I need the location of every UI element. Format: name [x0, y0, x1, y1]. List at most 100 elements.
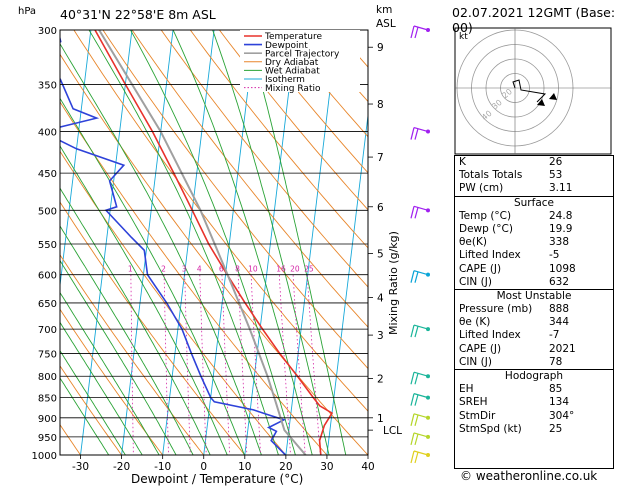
pressure-tick-label: 850 — [38, 394, 57, 405]
wind-barb-flag — [410, 413, 415, 426]
legend-label: Dry Adiabat — [265, 58, 319, 68]
index-label: Lifted Index — [459, 249, 521, 262]
index-row: θe(K) 338 — [455, 236, 613, 249]
mixing-ratio-label: 8 — [235, 265, 240, 274]
mixing-ratio-label: 6 — [219, 265, 224, 274]
index-row: EH 85 — [455, 383, 613, 396]
index-value: 19.9 — [549, 222, 573, 235]
dry-adiabat-line — [247, 30, 368, 174]
mixing-ratio-label: 4 — [197, 265, 202, 274]
index-value: 1098 — [549, 262, 576, 275]
index-row: CIN (J) 78 — [455, 356, 613, 369]
wet-adiabat-line — [60, 145, 228, 455]
pressure-tick-label: 350 — [38, 80, 57, 91]
asl-unit-label: ASL — [376, 18, 396, 30]
dry-adiabat-line — [218, 30, 368, 211]
index-row: Lifted Index -5 — [455, 249, 613, 262]
pressure-tick-label: 550 — [38, 240, 57, 251]
wind-barb-flag — [414, 394, 419, 406]
wind-barb-flag — [414, 433, 419, 446]
mixing-ratio-axis-label: Mixing Ratio (g/kg) — [387, 231, 400, 335]
legend-label: Wet Adiabat — [265, 67, 320, 77]
wind-barb-dot — [426, 327, 430, 332]
wind-barbs — [410, 25, 430, 464]
isotherm-line — [121, 30, 174, 455]
x-tick-label: 0 — [200, 461, 207, 473]
index-value: 25 — [549, 422, 563, 435]
mixing-ratio-line — [221, 274, 231, 455]
index-label: CIN (J) — [459, 355, 492, 368]
unstable-section: Most Unstable Pressure (mb) 888 θe (K) 344 L… — [455, 288, 613, 369]
x-tick-label: 10 — [238, 461, 251, 473]
wind-barb-staff — [413, 205, 429, 211]
wind-barb-dot — [426, 28, 430, 32]
legend-background — [240, 30, 360, 92]
pressure-tick-label: 800 — [38, 372, 57, 383]
index-value: 24.8 — [549, 209, 573, 222]
index-label: EH — [459, 383, 474, 396]
wet-adiabat-line — [60, 291, 160, 455]
legend-label: Mixing Ratio — [265, 84, 321, 94]
legend-label: Temperature — [264, 32, 322, 42]
index-value: 2021 — [549, 342, 576, 355]
wind-barb-flag — [410, 25, 415, 39]
wind-barb-flag — [414, 128, 419, 140]
x-tick-label: 30 — [320, 461, 333, 473]
x-tick-label: 40 — [361, 461, 374, 473]
index-value: -5 — [549, 249, 560, 262]
wind-barb-staff — [413, 432, 429, 438]
index-value: 26 — [549, 156, 563, 168]
index-row: Pressure (mb) 888 — [455, 303, 613, 316]
hodograph-title: Hodograph — [504, 370, 564, 382]
dry-adiabat-line — [73, 30, 368, 412]
legend-label: Isotherm — [265, 75, 305, 85]
wind-barb-flag — [414, 271, 419, 283]
wind-barb-flag — [410, 393, 415, 406]
hodograph-unit-label: kt — [459, 32, 468, 42]
km-tick-label: 5 — [377, 248, 384, 260]
km-tick-label: 2 — [377, 373, 384, 385]
index-row: CAPE (J) 2021 — [455, 343, 613, 356]
wind-barb-flag — [414, 207, 419, 219]
wet-adiabat-line — [212, 30, 330, 455]
pressure-tick-label: 400 — [38, 128, 57, 139]
index-label: CAPE (J) — [459, 342, 502, 355]
pressure-tick-label: 950 — [38, 433, 57, 444]
x-axis-label: Dewpoint / Temperature (°C) — [131, 472, 303, 486]
wind-barb-dot — [426, 434, 430, 439]
km-tick-label: 7 — [377, 152, 384, 164]
mixing-ratio-line — [163, 274, 169, 455]
km-tick-label: LCL — [383, 425, 402, 437]
index-label: CAPE (J) — [459, 262, 502, 275]
index-label: θe(K) — [459, 236, 487, 249]
series-dewpoint — [60, 35, 287, 455]
wind-barb-flag — [410, 432, 415, 446]
km-tick-label: 1 — [377, 413, 384, 425]
index-row: SREH 134 — [455, 396, 613, 409]
surface-section: Surface Temp (°C) 24.8 Dewp (°C) 19.9 θe(K) 3… — [455, 195, 613, 289]
x-tick-label: 20 — [279, 461, 292, 473]
wind-barb-dot — [426, 415, 430, 420]
index-value: 304° — [549, 409, 575, 422]
wind-barb-staff — [413, 270, 429, 276]
surface-title: Surface — [513, 196, 554, 209]
wind-barb-flag — [410, 450, 415, 464]
wet-adiabat-line — [88, 30, 279, 455]
index-value: 632 — [549, 275, 570, 288]
index-label: CIN (J) — [459, 275, 492, 288]
wind-barb-staff — [413, 324, 429, 330]
mixing-ratio-line — [199, 274, 207, 455]
index-row: Lifted Index -7 — [455, 329, 613, 342]
wet-adiabat-line — [172, 30, 313, 455]
wind-barb-dot — [426, 129, 430, 134]
mixing-ratio-label: 16 — [276, 265, 286, 274]
wind-barb-flag — [414, 414, 419, 426]
km-tick-label: 4 — [377, 292, 384, 304]
index-row: CAPE (J) 1098 — [455, 263, 613, 276]
hodograph-frame — [454, 27, 612, 155]
mixing-ratio-line — [237, 274, 248, 455]
mixing-ratio-line — [184, 274, 191, 455]
index-row: Dewp (°C) 19.9 — [455, 223, 613, 236]
dry-adiabat-line — [60, 308, 164, 455]
